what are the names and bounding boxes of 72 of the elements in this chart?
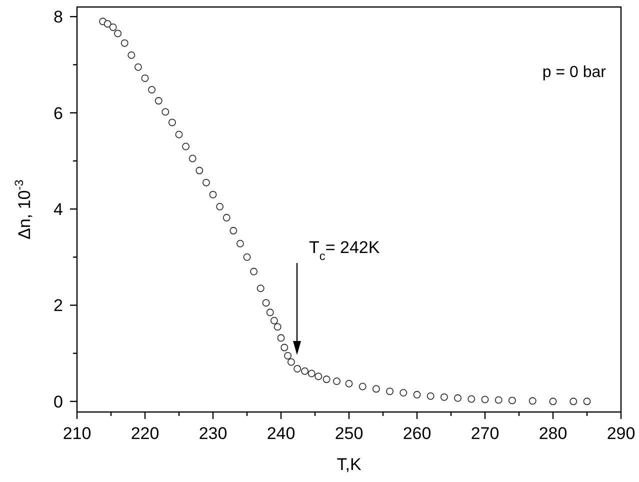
point: [277, 334, 285, 342]
point: [250, 268, 258, 276]
point: [468, 395, 476, 403]
y-tick-label: 2: [54, 296, 63, 316]
point: [188, 154, 196, 162]
point: [196, 166, 204, 174]
annotation: T$_{c}$= 242K: [309, 238, 380, 263]
point: [314, 372, 322, 380]
point: [426, 392, 434, 400]
point: [301, 367, 309, 375]
point: [262, 299, 270, 307]
point: [202, 178, 210, 186]
point: [148, 86, 156, 94]
point: [358, 382, 366, 390]
annotation: p = 0 bar: [542, 64, 607, 81]
y-tick-label: 6: [54, 104, 63, 123]
point: [266, 308, 274, 316]
point: [440, 393, 448, 401]
point: [141, 74, 149, 82]
y-tick-label: 4: [54, 200, 63, 220]
point: [583, 398, 591, 406]
y-tick-label: 0: [54, 392, 63, 412]
point: [481, 396, 489, 404]
x-tick-label: 280: [538, 424, 568, 443]
point: [222, 214, 230, 222]
point: [386, 388, 394, 396]
point: [182, 142, 190, 150]
point: [175, 130, 183, 138]
point: [256, 284, 264, 292]
point: [413, 390, 421, 398]
point: [162, 108, 170, 116]
x-tick-label: 220: [130, 424, 160, 443]
point: [549, 398, 557, 406]
x-tick-label: 290: [606, 424, 636, 443]
point: [274, 323, 282, 331]
point: [168, 118, 176, 126]
point: [134, 63, 142, 71]
point: [209, 190, 217, 198]
point: [400, 389, 408, 397]
point: [308, 370, 316, 378]
point: [216, 202, 224, 210]
x-tick-label: 210: [62, 424, 92, 443]
point: [494, 396, 502, 404]
point: [528, 397, 536, 405]
point: [120, 39, 128, 47]
x-tick-label: 230: [198, 424, 228, 443]
point: [287, 358, 295, 366]
x-tick-label: 270: [470, 424, 500, 443]
x-tick-label: 240: [266, 424, 296, 443]
point: [128, 51, 136, 59]
point: [230, 226, 238, 234]
point: [372, 385, 380, 393]
y-tick-label: 8: [54, 8, 63, 27]
point: [243, 253, 251, 261]
point: [454, 394, 462, 402]
point: [114, 30, 122, 38]
point: [333, 377, 341, 385]
point: [345, 380, 353, 388]
point: [154, 97, 162, 105]
point: [270, 316, 278, 324]
point: [322, 376, 330, 384]
point: [284, 352, 292, 360]
x-tick-label: 250: [334, 424, 364, 443]
point: [570, 398, 578, 406]
x-axis-title: T,K: [336, 455, 362, 474]
point: [104, 20, 112, 28]
x-tick-label: 260: [402, 424, 432, 443]
point: [508, 396, 516, 404]
point: [294, 364, 302, 372]
point: [109, 23, 117, 31]
point: [280, 344, 288, 352]
point: [236, 240, 244, 248]
